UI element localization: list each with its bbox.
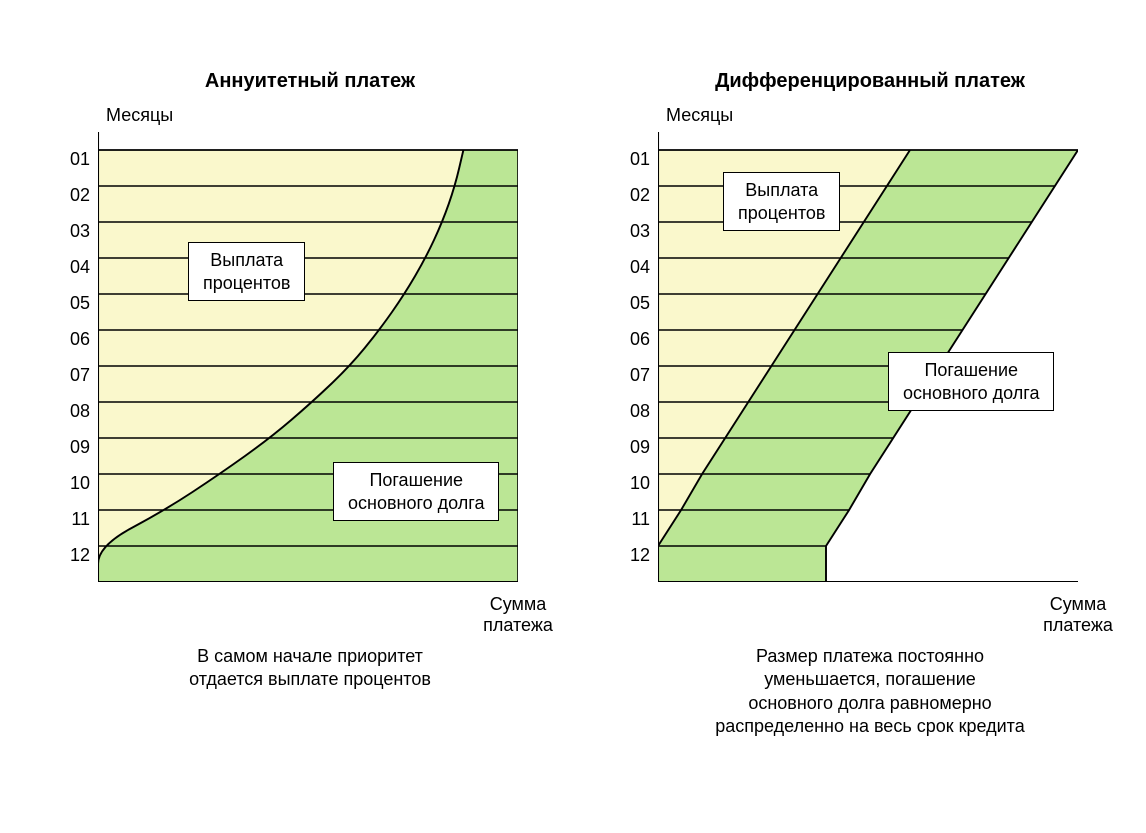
y-tick: 04 bbox=[60, 249, 90, 285]
panel-differentiated: Дифференцированный платеж Месяцы 0102030… bbox=[620, 70, 1120, 739]
title-annuity: Аннуитетный платеж bbox=[60, 70, 560, 93]
label-interest-annuity: Выплатапроцентов bbox=[188, 242, 305, 301]
y-tick: 03 bbox=[620, 213, 650, 249]
y-tick: 07 bbox=[60, 357, 90, 393]
y-tick: 04 bbox=[620, 249, 650, 285]
y-tick: 08 bbox=[60, 393, 90, 429]
y-tick: 05 bbox=[620, 285, 650, 321]
y-tick: 11 bbox=[620, 501, 650, 537]
y-tick: 06 bbox=[620, 321, 650, 357]
y-tick: 09 bbox=[60, 429, 90, 465]
y-tick: 02 bbox=[60, 177, 90, 213]
y-tick: 05 bbox=[60, 285, 90, 321]
y-tick: 01 bbox=[60, 141, 90, 177]
x-axis-title-differentiated: Суммаплатежа bbox=[1018, 594, 1138, 637]
label-interest-differentiated: Выплатапроцентов bbox=[723, 172, 840, 231]
title-differentiated: Дифференцированный платеж bbox=[620, 70, 1120, 93]
label-principal-differentiated: Погашениеосновного долга bbox=[888, 352, 1054, 411]
y-tick: 08 bbox=[620, 393, 650, 429]
y-tick: 10 bbox=[60, 465, 90, 501]
y-tick: 09 bbox=[620, 429, 650, 465]
y-tick: 03 bbox=[60, 213, 90, 249]
y-tick: 06 bbox=[60, 321, 90, 357]
y-ticks-annuity: 010203040506070809101112 bbox=[60, 132, 90, 573]
y-tick: 01 bbox=[620, 141, 650, 177]
y-ticks-differentiated: 010203040506070809101112 bbox=[620, 132, 650, 573]
y-tick: 12 bbox=[620, 537, 650, 573]
y-axis-title-differentiated: Месяцы bbox=[666, 105, 1120, 126]
y-tick: 12 bbox=[60, 537, 90, 573]
label-principal-annuity: Погашениеосновного долга bbox=[333, 462, 499, 521]
caption-differentiated: Размер платежа постоянноуменьшается, пог… bbox=[620, 645, 1120, 739]
y-tick: 11 bbox=[60, 501, 90, 537]
y-tick: 07 bbox=[620, 357, 650, 393]
caption-annuity: В самом начале приоритетотдается выплате… bbox=[60, 645, 560, 692]
y-axis-title-annuity: Месяцы bbox=[106, 105, 560, 126]
panel-annuity: Аннуитетный платеж Месяцы 01020304050607… bbox=[60, 70, 560, 692]
y-tick: 02 bbox=[620, 177, 650, 213]
y-tick: 10 bbox=[620, 465, 650, 501]
plot-wrap-differentiated: Выплатапроцентов Погашениеосновного долг… bbox=[658, 132, 1078, 587]
x-axis-title-annuity: Суммаплатежа bbox=[458, 594, 578, 637]
page: Аннуитетный платеж Месяцы 01020304050607… bbox=[0, 0, 1146, 833]
plot-wrap-annuity: Выплатапроцентов Погашениеосновного долг… bbox=[98, 132, 518, 587]
